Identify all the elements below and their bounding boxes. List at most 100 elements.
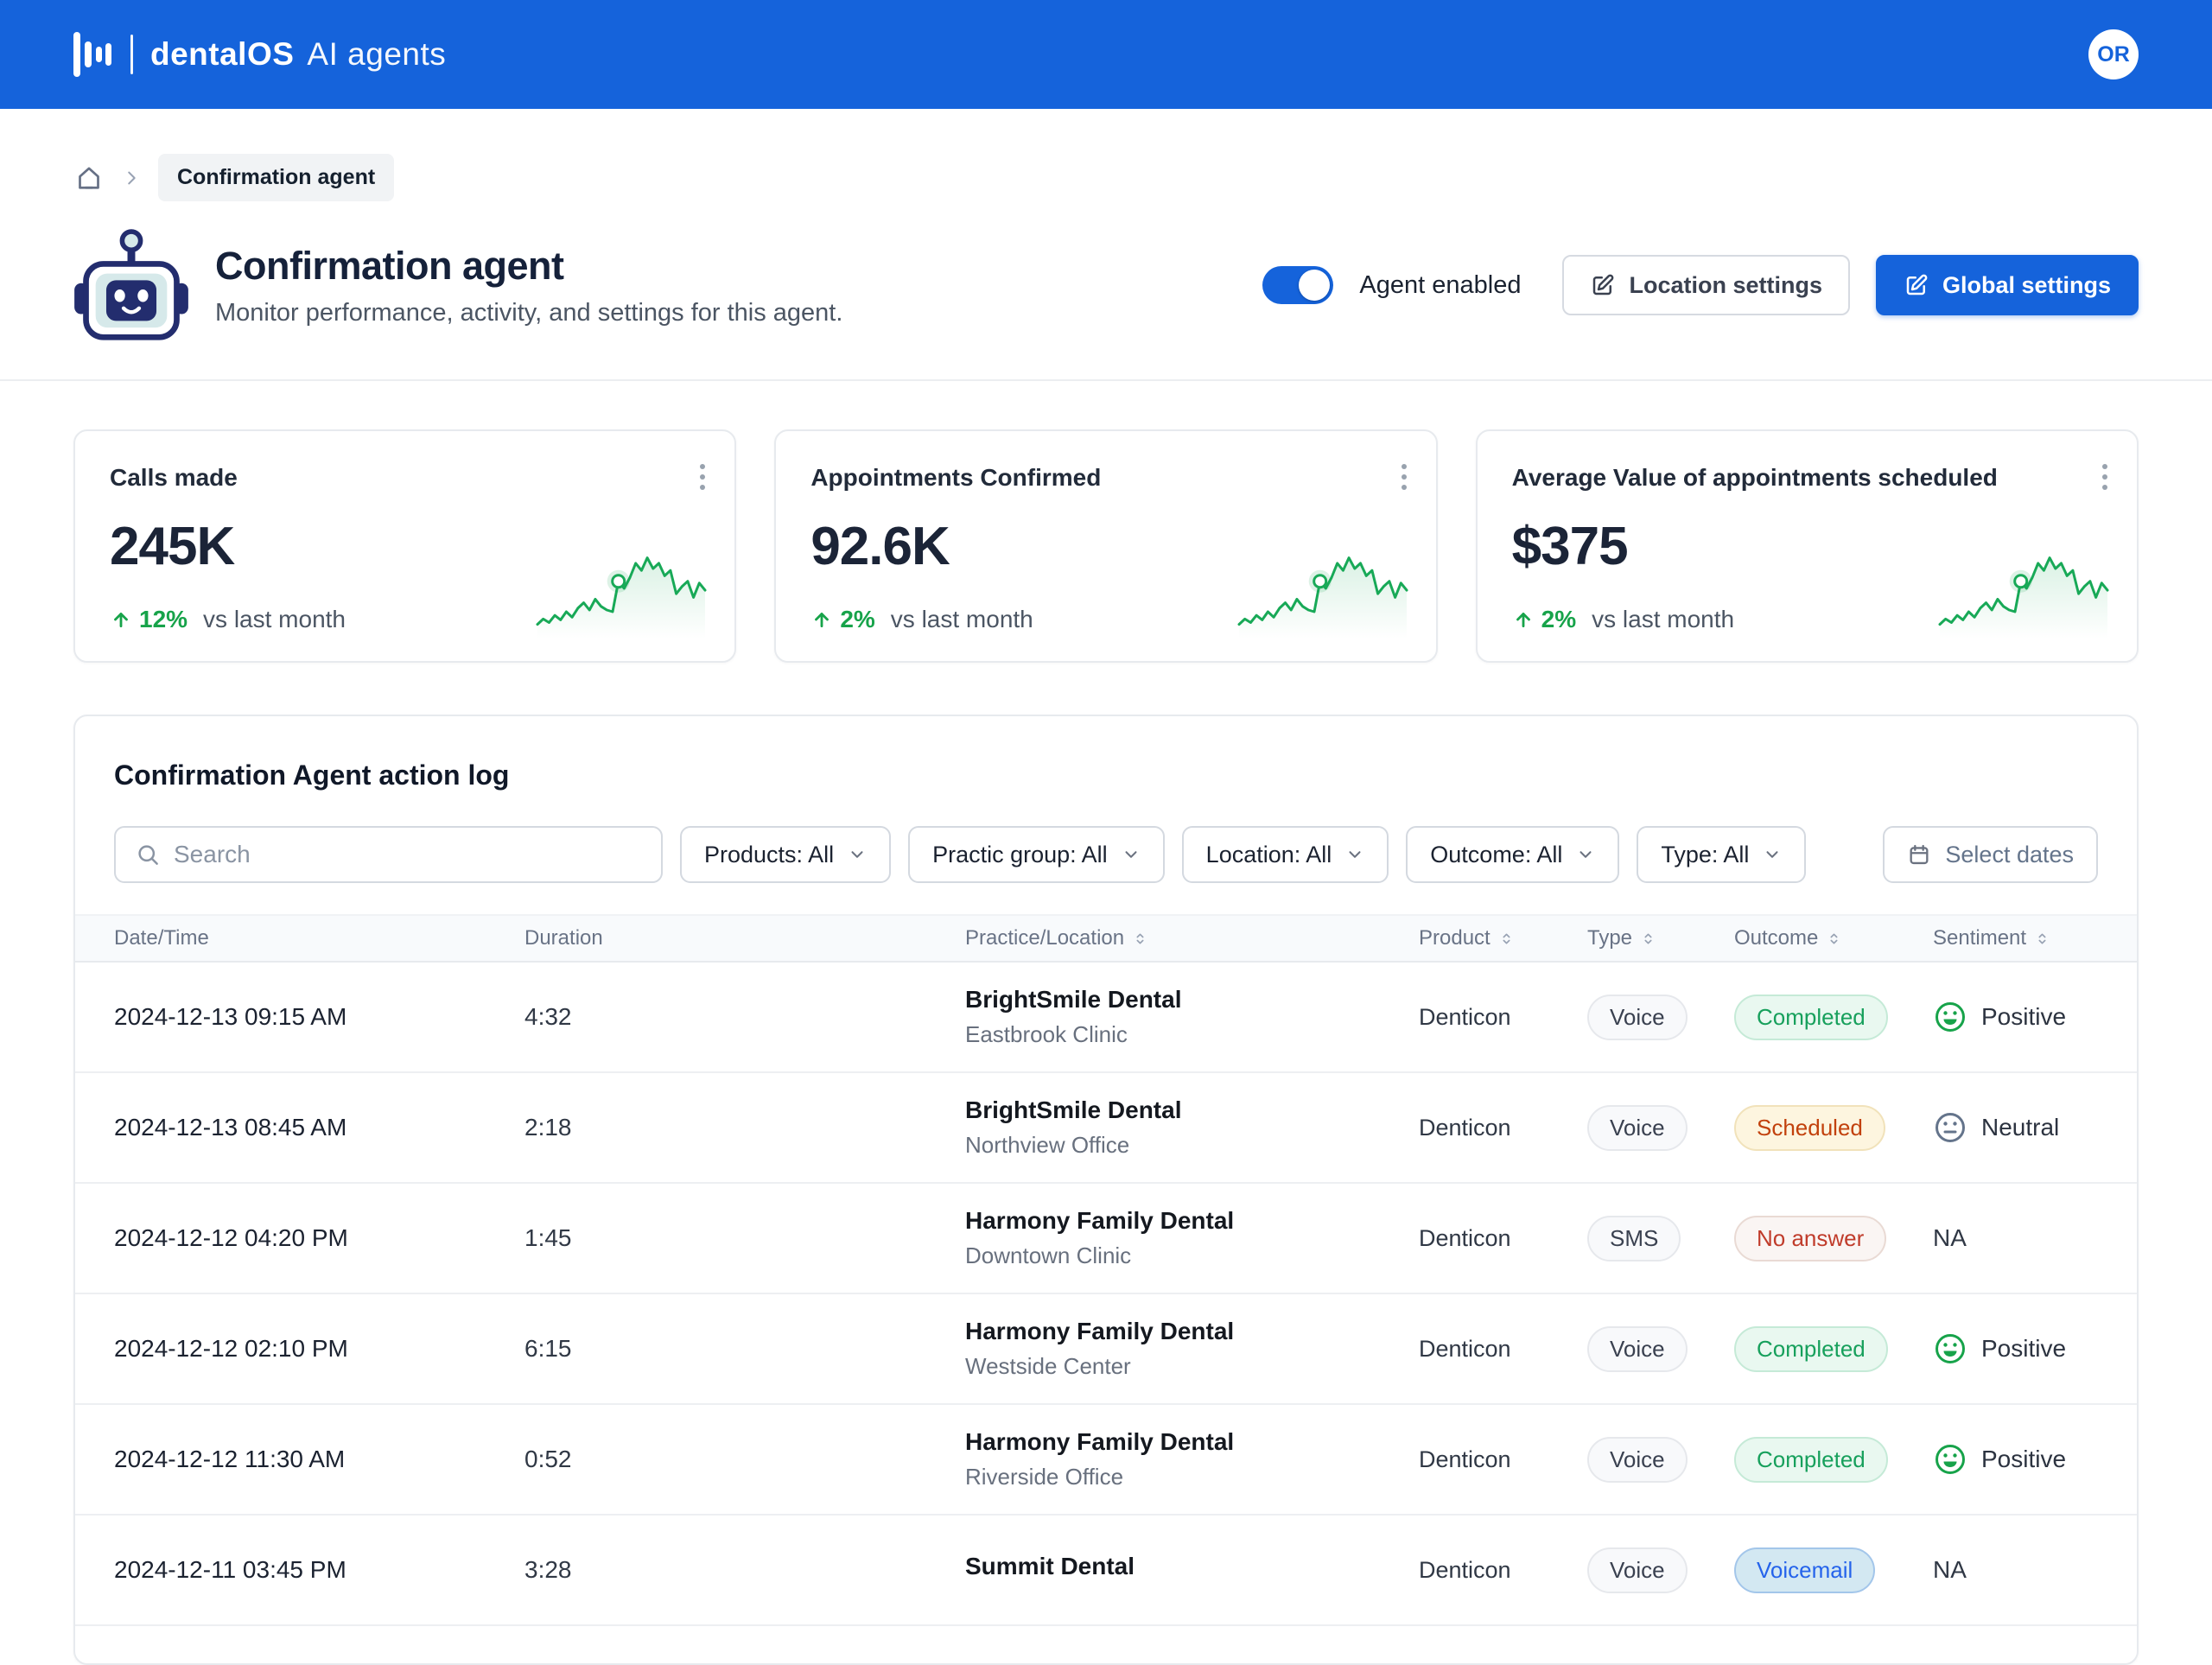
cell-sentiment: Positive [1933,1442,2137,1477]
column-header-sentiment[interactable]: Sentiment [1933,926,2137,950]
top-navigation-bar: dentalOS AI agents OR [0,0,2212,109]
search-input[interactable] [174,841,642,868]
cell-sentiment: Positive [1933,1000,2137,1034]
column-header-practice-location[interactable]: Practice/Location [965,926,1419,950]
filter-products[interactable]: Products: All [680,826,892,883]
page-subtitle: Monitor performance, activity, and setti… [215,298,843,327]
type-badge: Voice [1587,1436,1688,1483]
outcome-badge: Completed [1734,1325,1888,1372]
stat-card-appointments-confirmed: Appointments Confirmed 92.6K 2% vs last … [774,429,1438,663]
stat-delta: 12% [139,606,188,632]
type-badge: Voice [1587,1547,1688,1593]
global-settings-button[interactable]: Global settings [1875,255,2139,315]
table-row[interactable]: 2024-12-12 11:30 AM 0:52 Harmony Family … [75,1405,2137,1516]
table-row[interactable]: 2024-12-12 04:20 PM 1:45 Harmony Family … [75,1184,2137,1294]
type-badge: Voice [1587,994,1688,1040]
cell-product: Denticon [1419,1446,1511,1472]
agent-enabled-label: Agent enabled [1359,270,1522,299]
stat-title: Average Value of appointments scheduled [1511,464,1998,491]
brand-name: dentalOS [150,36,295,72]
stat-delta-suffix: vs last month [1592,606,1735,632]
stat-card-average-value: Average Value of appointments scheduled … [1475,429,2139,663]
positive-sentiment-icon [1936,1002,1965,1032]
cell-practice-location: Harmony Family Dental Riverside Office [965,1428,1235,1490]
home-icon[interactable] [73,162,105,194]
page-header: Confirmation agent Monitor performance, … [73,227,2139,343]
chevron-down-icon [1125,851,1137,858]
edit-icon [1906,274,1928,296]
column-header-product[interactable]: Product [1419,926,1587,950]
action-log-controls: Products: All Practic group: All Locatio… [114,826,2098,883]
cell-datetime: 2024-12-12 02:10 PM [114,1335,348,1362]
column-header-type[interactable]: Type [1587,926,1734,950]
page-title: Confirmation agent [215,243,564,288]
robot-agent-icon [74,229,188,340]
sort-icon [1503,933,1510,944]
select-dates-button[interactable]: Select dates [1883,826,2098,883]
column-header-duration: Duration [524,926,603,950]
positive-sentiment-icon [1936,1334,1965,1363]
cell-product: Denticon [1419,1224,1511,1251]
trend-sparkline [1232,537,1414,640]
chevron-down-icon [1580,851,1592,858]
stat-card-calls-made: Calls made 245K 12% vs last month [73,429,737,663]
type-badge: Voice [1587,1325,1688,1372]
stat-delta-suffix: vs last month [203,606,346,632]
trend-sparkline [531,537,712,640]
cell-datetime: 2024-12-12 11:30 AM [114,1446,346,1472]
card-menu-button[interactable] [1398,461,1410,493]
table-row[interactable]: 2024-12-13 09:15 AM 4:32 BrightSmile Den… [75,963,2137,1073]
filter-outcome[interactable]: Outcome: All [1406,826,1620,883]
cell-product: Denticon [1419,1114,1511,1141]
column-header-outcome[interactable]: Outcome [1734,926,1933,950]
action-log-table: Date/Time Duration Practice/Location Pro… [75,914,2137,1626]
table-row[interactable]: 2024-12-12 02:10 PM 6:15 Harmony Family … [75,1294,2137,1405]
stat-value: 92.6K [810,517,950,576]
sort-icon [1644,933,1652,944]
outcome-badge: No answer [1734,1215,1887,1261]
breadcrumb: Confirmation agent [73,154,2139,201]
search-field[interactable] [114,826,663,883]
neutral-sentiment-icon [1936,1113,1965,1142]
arrow-up-icon [1516,613,1530,627]
stat-delta: 2% [1541,606,1577,632]
cell-duration: 3:28 [524,1556,572,1583]
location-settings-button[interactable]: Location settings [1562,255,1850,315]
filter-location[interactable]: Location: All [1181,826,1389,883]
edit-icon [1593,274,1614,296]
sort-icon [2038,933,2046,944]
filter-practice-group[interactable]: Practic group: All [908,826,1165,883]
table-row[interactable]: 2024-12-11 03:45 PM 3:28 Summit Dental D… [75,1516,2137,1626]
user-avatar[interactable]: OR [2088,29,2139,79]
trend-sparkline [1933,537,2114,640]
stat-title: Calls made [110,464,238,491]
card-menu-button[interactable] [696,461,709,493]
chevron-down-icon [1766,851,1778,858]
cell-product: Denticon [1419,1335,1511,1362]
brand-suffix: AI agents [307,36,447,72]
table-header-row: Date/Time Duration Practice/Location Pro… [75,914,2137,963]
breadcrumb-current[interactable]: Confirmation agent [158,154,395,201]
stat-value: $375 [1511,517,1629,576]
stat-value: 245K [110,517,235,576]
cell-practice-location: BrightSmile Dental Northview Office [965,1096,1182,1158]
cell-practice-location: Harmony Family Dental Downtown Clinic [965,1207,1235,1268]
cell-practice-location: BrightSmile Dental Eastbrook Clinic [965,986,1182,1047]
chevron-down-icon [851,851,863,858]
outcome-badge: Completed [1734,1436,1888,1483]
cell-duration: 2:18 [524,1114,572,1141]
table-row[interactable]: 2024-12-13 08:45 AM 2:18 BrightSmile Den… [75,1073,2137,1184]
waveform-logo-icon [73,32,111,77]
header-divider [0,379,2212,381]
chevron-down-icon [1349,851,1361,858]
card-menu-button[interactable] [2099,461,2111,493]
cell-duration: 6:15 [524,1335,572,1362]
agent-enabled-toggle[interactable] [1262,266,1334,304]
cell-sentiment: NA [1933,1224,1967,1251]
filter-type[interactable]: Type: All [1637,826,1807,883]
stat-title: Appointments Confirmed [810,464,1102,491]
positive-sentiment-icon [1936,1445,1965,1474]
cell-duration: 0:52 [524,1446,572,1472]
cell-datetime: 2024-12-12 04:20 PM [114,1224,348,1251]
cell-product: Denticon [1419,1556,1511,1583]
